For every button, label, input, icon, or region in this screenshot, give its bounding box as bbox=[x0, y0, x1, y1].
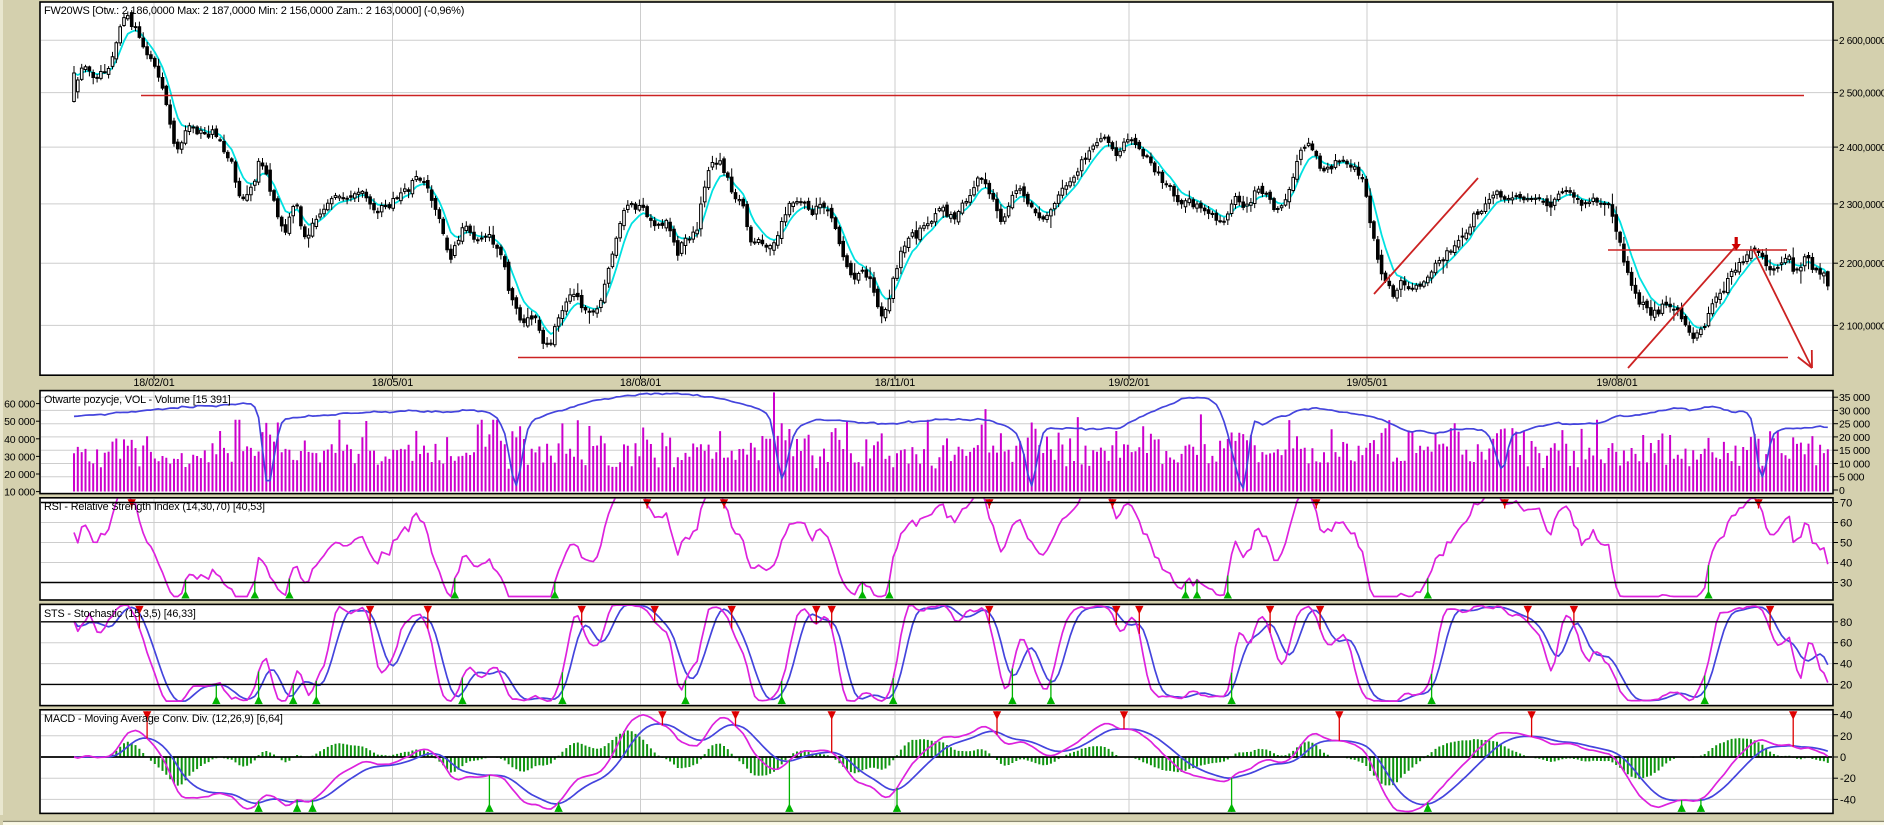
svg-text:60 000: 60 000 bbox=[4, 399, 35, 411]
svg-text:60: 60 bbox=[1840, 518, 1852, 530]
svg-text:50: 50 bbox=[1840, 538, 1852, 550]
svg-text:40: 40 bbox=[1840, 710, 1852, 722]
svg-text:40: 40 bbox=[1840, 558, 1852, 570]
svg-text:50 000: 50 000 bbox=[4, 416, 35, 428]
svg-text:-40: -40 bbox=[1840, 794, 1856, 806]
svg-text:20 000: 20 000 bbox=[1839, 432, 1870, 444]
svg-text:2 400,0000: 2 400,0000 bbox=[1839, 143, 1884, 154]
svg-text:STS - Stochastic (15,3,5) [46,: STS - Stochastic (15,3,5) [46,33] bbox=[44, 608, 196, 620]
svg-text:18/05/01: 18/05/01 bbox=[372, 377, 413, 389]
svg-text:19/08/01: 19/08/01 bbox=[1596, 377, 1637, 389]
svg-text:30: 30 bbox=[1840, 578, 1852, 590]
svg-text:40: 40 bbox=[1840, 659, 1852, 671]
svg-text:FW20WS [Otw.: 2 186,0000 Max: FW20WS [Otw.: 2 186,0000 Max: 2 187,0000… bbox=[44, 5, 464, 17]
svg-text:60: 60 bbox=[1840, 638, 1852, 650]
svg-text:20: 20 bbox=[1840, 679, 1852, 691]
svg-text:10 000: 10 000 bbox=[4, 487, 35, 499]
svg-text:2 100,0000: 2 100,0000 bbox=[1839, 321, 1884, 332]
svg-text:2 200,0000: 2 200,0000 bbox=[1839, 259, 1884, 270]
svg-text:2 600,0000: 2 600,0000 bbox=[1839, 36, 1884, 47]
svg-text:RSI - Relative Strength Index: RSI - Relative Strength Index (14,30,70)… bbox=[44, 501, 265, 513]
svg-text:10 000: 10 000 bbox=[1839, 459, 1870, 471]
svg-text:18/11/01: 18/11/01 bbox=[875, 377, 916, 389]
svg-text:40 000: 40 000 bbox=[4, 434, 35, 446]
svg-text:19/02/01: 19/02/01 bbox=[1108, 377, 1149, 389]
svg-text:-20: -20 bbox=[1840, 773, 1856, 785]
svg-text:15 000: 15 000 bbox=[1839, 445, 1870, 457]
svg-text:70: 70 bbox=[1840, 498, 1852, 510]
svg-text:0: 0 bbox=[1839, 485, 1845, 497]
svg-text:0: 0 bbox=[1840, 752, 1846, 764]
svg-text:2 300,0000: 2 300,0000 bbox=[1839, 200, 1884, 211]
svg-text:18/02/01: 18/02/01 bbox=[133, 377, 174, 389]
svg-text:20 000: 20 000 bbox=[4, 469, 35, 481]
svg-text:20: 20 bbox=[1840, 731, 1852, 743]
svg-text:35 000: 35 000 bbox=[1839, 392, 1870, 404]
svg-text:25 000: 25 000 bbox=[1839, 419, 1870, 431]
svg-text:Otwarte pozycje, VOL - Volume: Otwarte pozycje, VOL - Volume [15 391] bbox=[44, 394, 231, 406]
svg-text:MACD - Moving Average Conv. Di: MACD - Moving Average Conv. Div. (12,26,… bbox=[44, 713, 283, 725]
svg-text:30 000: 30 000 bbox=[4, 451, 35, 463]
svg-text:19/05/01: 19/05/01 bbox=[1346, 377, 1387, 389]
svg-text:18/08/01: 18/08/01 bbox=[620, 377, 661, 389]
svg-text:2 500,0000: 2 500,0000 bbox=[1839, 89, 1884, 100]
svg-text:80: 80 bbox=[1840, 617, 1852, 629]
svg-text:30 000: 30 000 bbox=[1839, 405, 1870, 417]
svg-text:5 000: 5 000 bbox=[1839, 472, 1865, 484]
